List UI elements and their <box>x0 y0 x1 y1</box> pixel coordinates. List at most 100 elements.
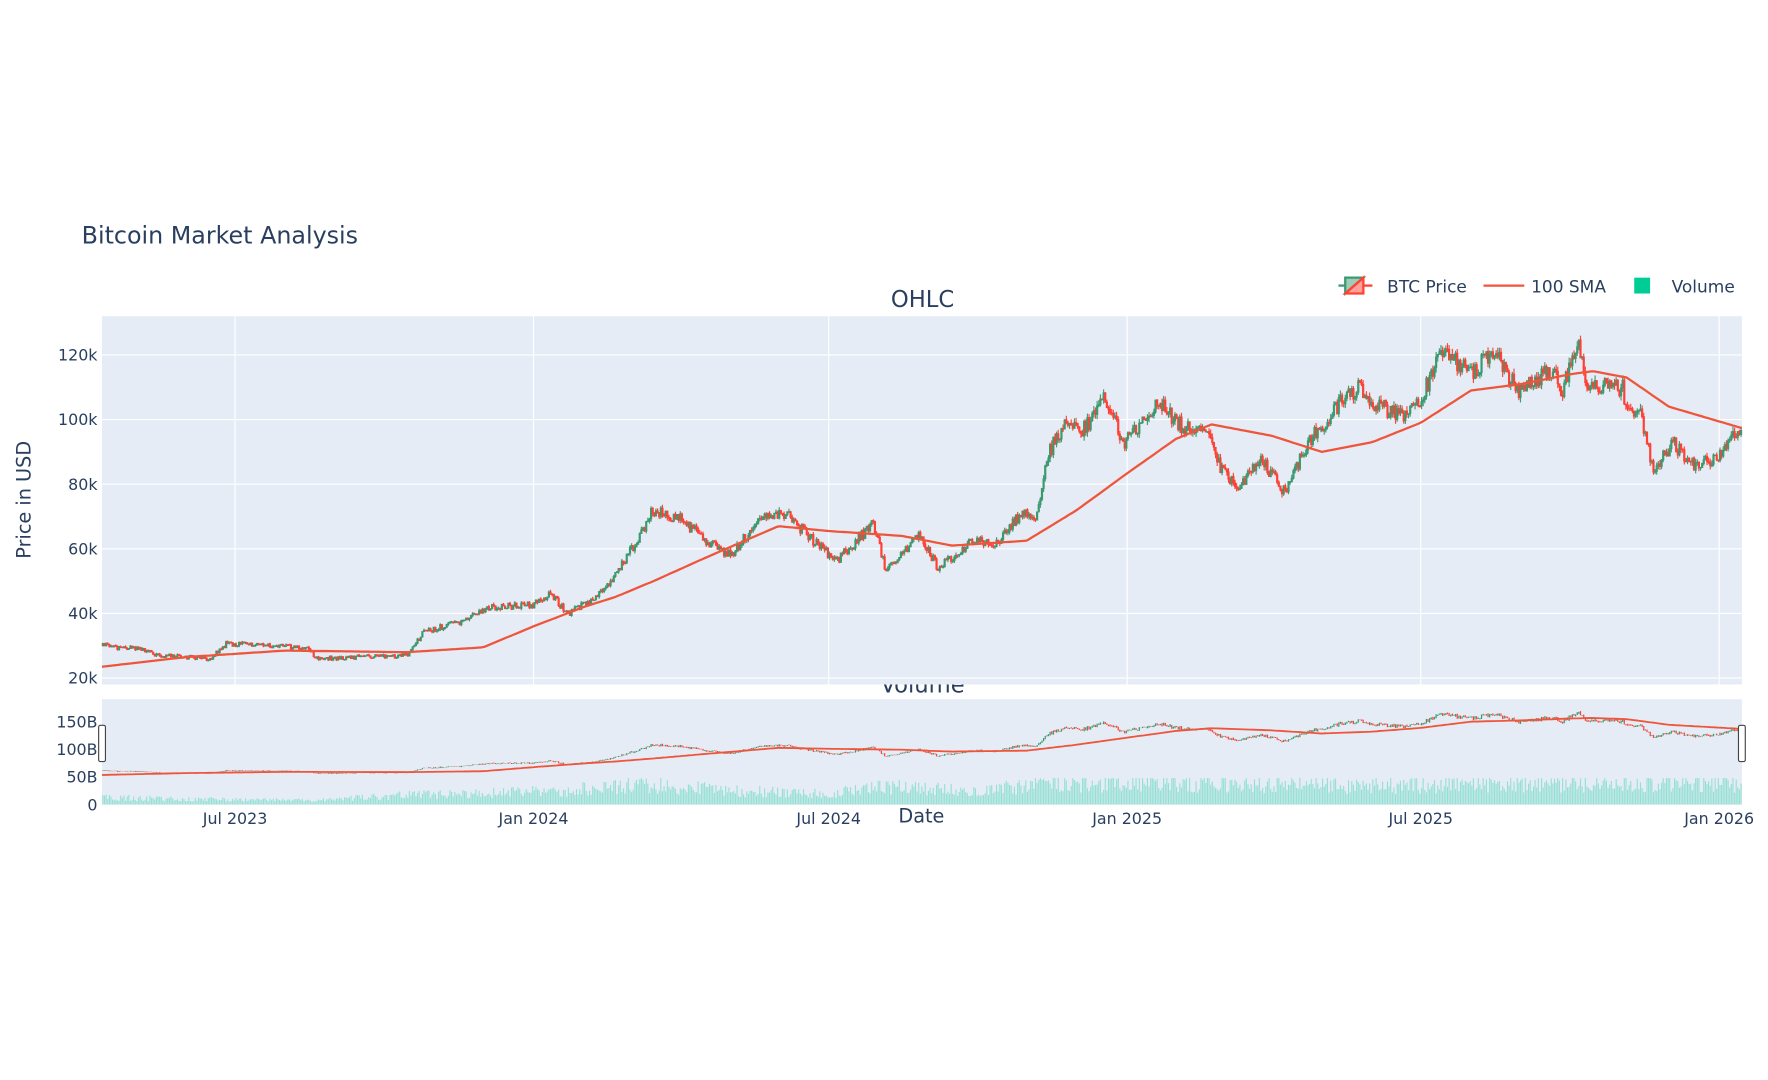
candle <box>486 606 489 611</box>
candle <box>771 514 774 520</box>
candle <box>1134 424 1138 435</box>
volume-bar <box>1109 779 1111 805</box>
volume-bar <box>877 781 879 805</box>
candle <box>1023 509 1026 519</box>
candle <box>645 520 648 534</box>
volume-bar <box>214 798 216 805</box>
candle-body <box>1383 399 1386 407</box>
volume-bar <box>845 785 847 805</box>
candle <box>223 645 226 649</box>
price-plot-area[interactable] <box>102 316 1742 685</box>
candle-body <box>1073 422 1076 429</box>
candle-body <box>1670 439 1673 450</box>
candle <box>622 560 625 566</box>
candle-body <box>1285 489 1289 493</box>
candle-body <box>147 649 150 653</box>
candle-body <box>1186 421 1190 428</box>
candle <box>1047 455 1050 466</box>
candle-body <box>1629 407 1632 410</box>
volume-bar <box>1346 793 1348 805</box>
volume-bar <box>1339 785 1342 805</box>
volume-bar <box>1433 779 1436 805</box>
volume-bar <box>822 792 824 805</box>
candle-body <box>1365 394 1368 400</box>
candle-body <box>257 642 260 645</box>
candle-body <box>752 527 755 532</box>
candle-body <box>525 604 528 607</box>
volume-bar <box>871 782 873 805</box>
volume-bar <box>773 792 775 805</box>
candle <box>1081 429 1084 437</box>
legend-item-volume[interactable]: Volume <box>1634 277 1735 297</box>
volume-bar <box>593 787 595 805</box>
volume-bar <box>901 791 904 805</box>
candle-body <box>1164 399 1167 413</box>
volume-bar <box>332 799 334 805</box>
candle <box>1091 411 1094 422</box>
candle-body <box>177 654 181 656</box>
candle-body <box>406 653 409 657</box>
candle-body <box>140 647 143 651</box>
candle <box>1005 528 1008 535</box>
legend-item-btc-price[interactable]: BTC Price <box>1338 275 1467 297</box>
candle <box>937 568 940 572</box>
candle-body <box>770 515 773 518</box>
volume-bar <box>1325 783 1327 805</box>
candle <box>1728 436 1731 443</box>
candle <box>460 619 463 627</box>
candle <box>1645 431 1649 445</box>
candle-body <box>1076 423 1079 428</box>
candle-body <box>443 626 447 630</box>
candle-body <box>489 608 492 611</box>
legend-item-100-sma[interactable]: 100 SMA <box>1483 277 1606 297</box>
candle <box>356 654 359 657</box>
volume-bar <box>225 801 227 805</box>
volume-bar <box>861 787 863 805</box>
candle-body <box>766 512 769 519</box>
candle-body <box>628 546 632 555</box>
volume-bar <box>892 781 894 805</box>
candle-body <box>662 513 666 517</box>
candle <box>177 653 181 656</box>
candle <box>938 565 941 573</box>
candle-body <box>1720 449 1723 457</box>
volume-bar <box>1445 778 1447 805</box>
candle <box>1532 385 1535 391</box>
candle <box>244 641 247 645</box>
candle-body <box>1052 436 1055 456</box>
candle-body <box>1666 451 1670 457</box>
volume-bar <box>1417 789 1419 805</box>
volume-bar <box>501 795 503 805</box>
candle <box>450 620 453 624</box>
volume-bar <box>170 796 172 805</box>
candle-body <box>847 547 851 555</box>
candle <box>1469 363 1472 369</box>
volume-bar <box>1133 785 1136 805</box>
candle-body <box>1212 441 1216 448</box>
volume-bar <box>345 797 347 805</box>
volume-bar <box>334 800 336 805</box>
candle-body <box>838 557 841 563</box>
volume-bar <box>874 786 876 805</box>
candle <box>602 587 606 594</box>
volume-bar <box>321 799 323 805</box>
candle-body <box>1214 446 1217 455</box>
volume-bar <box>533 790 535 805</box>
volume-bar <box>269 798 271 805</box>
candle-body <box>690 524 693 533</box>
volume-bar <box>407 797 409 805</box>
volume-bar <box>1317 783 1319 805</box>
candle <box>366 654 369 657</box>
volume-bar <box>587 795 589 805</box>
volume-bar <box>1059 791 1061 805</box>
volume-bar <box>755 795 758 805</box>
volume-bar <box>1594 785 1596 805</box>
candle-body <box>252 644 255 647</box>
candle <box>1011 516 1014 532</box>
candle <box>969 538 972 541</box>
candle <box>465 617 468 621</box>
candle <box>591 596 594 601</box>
candle <box>1735 433 1738 439</box>
candle <box>135 645 139 651</box>
candle-body <box>1254 463 1258 472</box>
